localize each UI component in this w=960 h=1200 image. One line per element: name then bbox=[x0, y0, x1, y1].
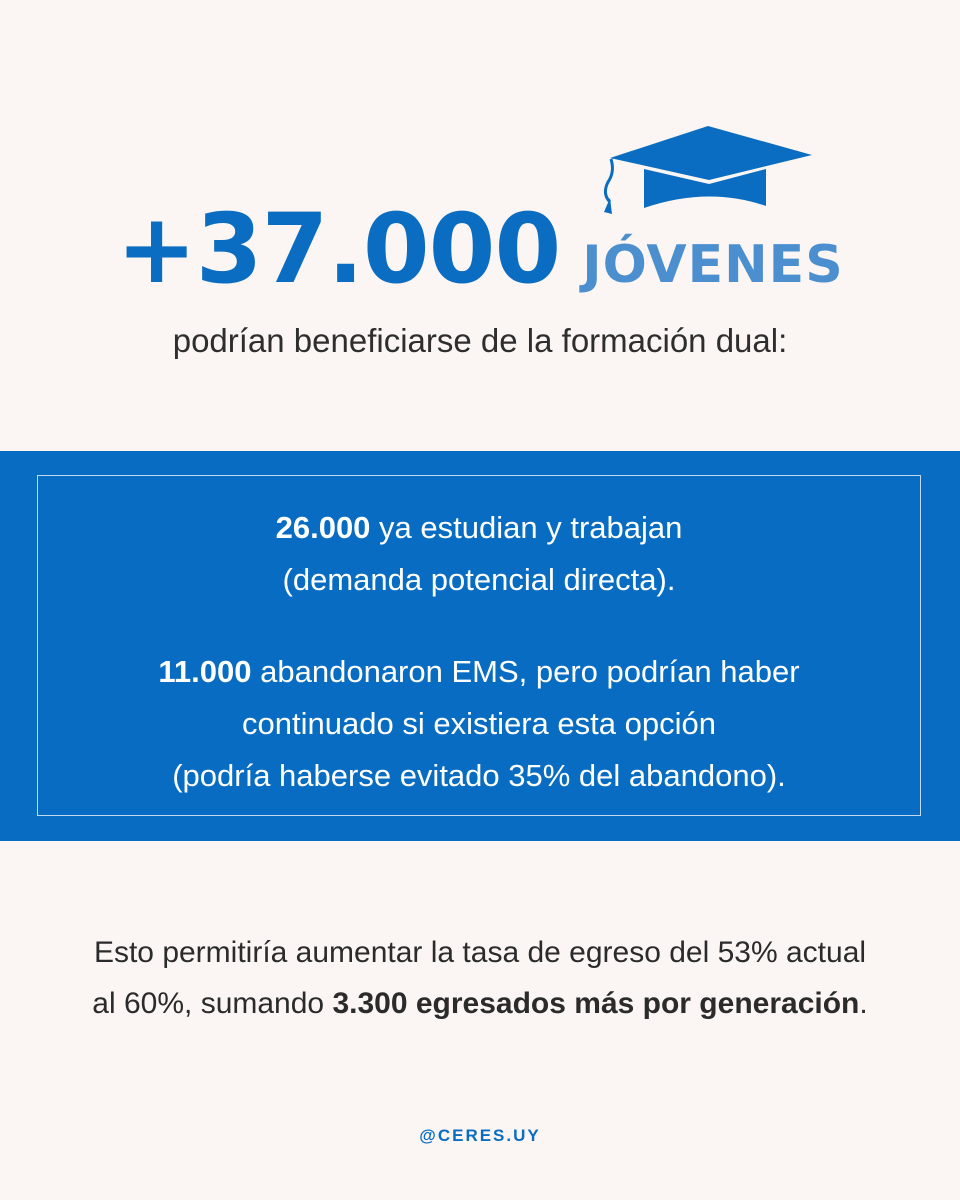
conclusion-line: al 60%, sumando 3.300 egresados más por … bbox=[0, 978, 960, 1029]
conclusion-end: . bbox=[859, 987, 868, 1020]
stats-band: 26.000 ya estudian y trabajan (demanda p… bbox=[0, 451, 960, 841]
stat-line: (demanda potencial directa). bbox=[282, 562, 676, 597]
stat-direct-demand: 26.000 ya estudian y trabajan (demanda p… bbox=[38, 502, 920, 606]
stat-line: (podría haberse evitado 35% del abandono… bbox=[172, 758, 786, 793]
stats-frame: 26.000 ya estudian y trabajan (demanda p… bbox=[37, 475, 921, 816]
headline: +37.000 JÓVENES bbox=[0, 193, 960, 305]
social-handle: @CERES.UY bbox=[419, 1126, 541, 1145]
highlight-word: JÓVENES bbox=[582, 235, 844, 295]
stat-text: ya estudian y trabajan bbox=[370, 510, 683, 545]
stat-line: 11.000 abandonaron EMS, pero podrían hab… bbox=[38, 646, 920, 698]
big-number: +37.000 bbox=[116, 193, 561, 305]
stat-line: continuado si existiera esta opción bbox=[242, 706, 716, 741]
graduation-cap-icon bbox=[603, 126, 812, 214]
stat-text: abandonaron EMS, pero podrían haber bbox=[251, 654, 800, 689]
conclusion-highlight: 3.300 egresados más por generación bbox=[332, 987, 860, 1020]
stat-number: 26.000 bbox=[275, 510, 371, 545]
stat-line: 26.000 ya estudian y trabajan bbox=[38, 502, 920, 554]
stat-dropouts: 11.000 abandonaron EMS, pero podrían hab… bbox=[38, 646, 920, 802]
subtitle: podrían beneficiarse de la formación dua… bbox=[172, 322, 788, 359]
stat-number: 11.000 bbox=[158, 654, 252, 689]
conclusion-start: al 60%, sumando bbox=[92, 987, 333, 1020]
conclusion-text: Esto permitiría aumentar la tasa de egre… bbox=[0, 927, 960, 1029]
conclusion-line: Esto permitiría aumentar la tasa de egre… bbox=[93, 936, 867, 969]
